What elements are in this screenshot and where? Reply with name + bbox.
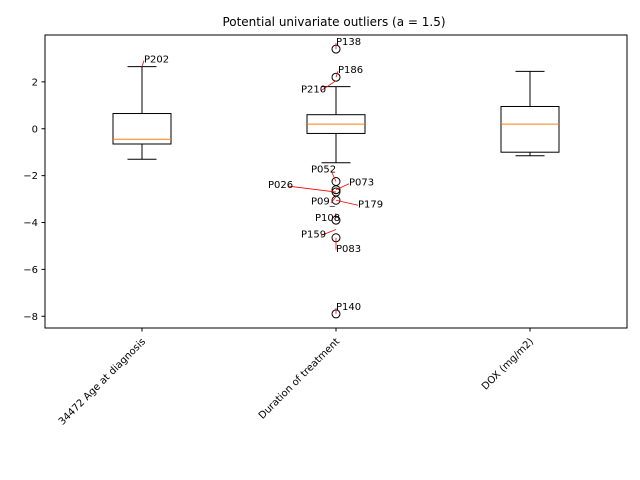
outlier-point (331, 185, 341, 195)
y-tick-label: −6 (23, 265, 38, 276)
annotation-label: P073 (349, 178, 374, 189)
box-iqr (112, 113, 172, 145)
annotation-arrow (334, 213, 337, 220)
box-iqr (500, 105, 560, 153)
y-tick-label: −2 (23, 171, 38, 182)
annotation-arrow (335, 183, 350, 191)
y-tick-label: 0 (32, 124, 38, 135)
axes-frame (44, 34, 628, 329)
x-tick-label: Duration of treatment (257, 336, 342, 421)
x-tick-label: 34472 Age at diagnosis (57, 336, 148, 427)
annotation-arrow (320, 80, 337, 92)
plot-area: −8 −6 −4 −2 0 2 34472 Age at diagnosis Duration… (23, 37, 560, 428)
annotation-label: P186 (338, 65, 363, 76)
annotation-label: P210 (301, 85, 326, 96)
annotation-arrow (330, 170, 337, 182)
y-tick-label: 2 (32, 77, 38, 88)
annotation-arrow (141, 60, 145, 67)
outlier-point (331, 195, 341, 205)
x-tick-label: DOX (mg/m2) (480, 336, 536, 392)
y-tick-label: −4 (23, 218, 38, 229)
annotation-arrow (287, 185, 337, 193)
annotation-label: P179 (358, 199, 383, 210)
chart-title: Potential univariate outliers (a = 1.5) (222, 15, 445, 29)
outlier-point (331, 215, 341, 225)
annotation-label: P026 (268, 180, 293, 191)
annotation-label: P083 (336, 244, 361, 255)
outlier-point (331, 72, 341, 82)
annotation-arrow (335, 71, 339, 78)
annotation-arrow (330, 196, 337, 203)
annotation-arrow (335, 199, 359, 206)
annotation-label: P138 (336, 37, 361, 48)
annotation-arrow (320, 229, 337, 236)
y-tick-label: −8 (23, 312, 38, 323)
annotation-label: P202 (144, 55, 169, 66)
annotation-label: P108 (315, 213, 340, 224)
annotation-label: P159 (301, 230, 326, 241)
annotation-label: P140 (336, 302, 361, 313)
annotation-label: P052 (311, 165, 336, 176)
annotation-label: P09_ (311, 197, 336, 208)
